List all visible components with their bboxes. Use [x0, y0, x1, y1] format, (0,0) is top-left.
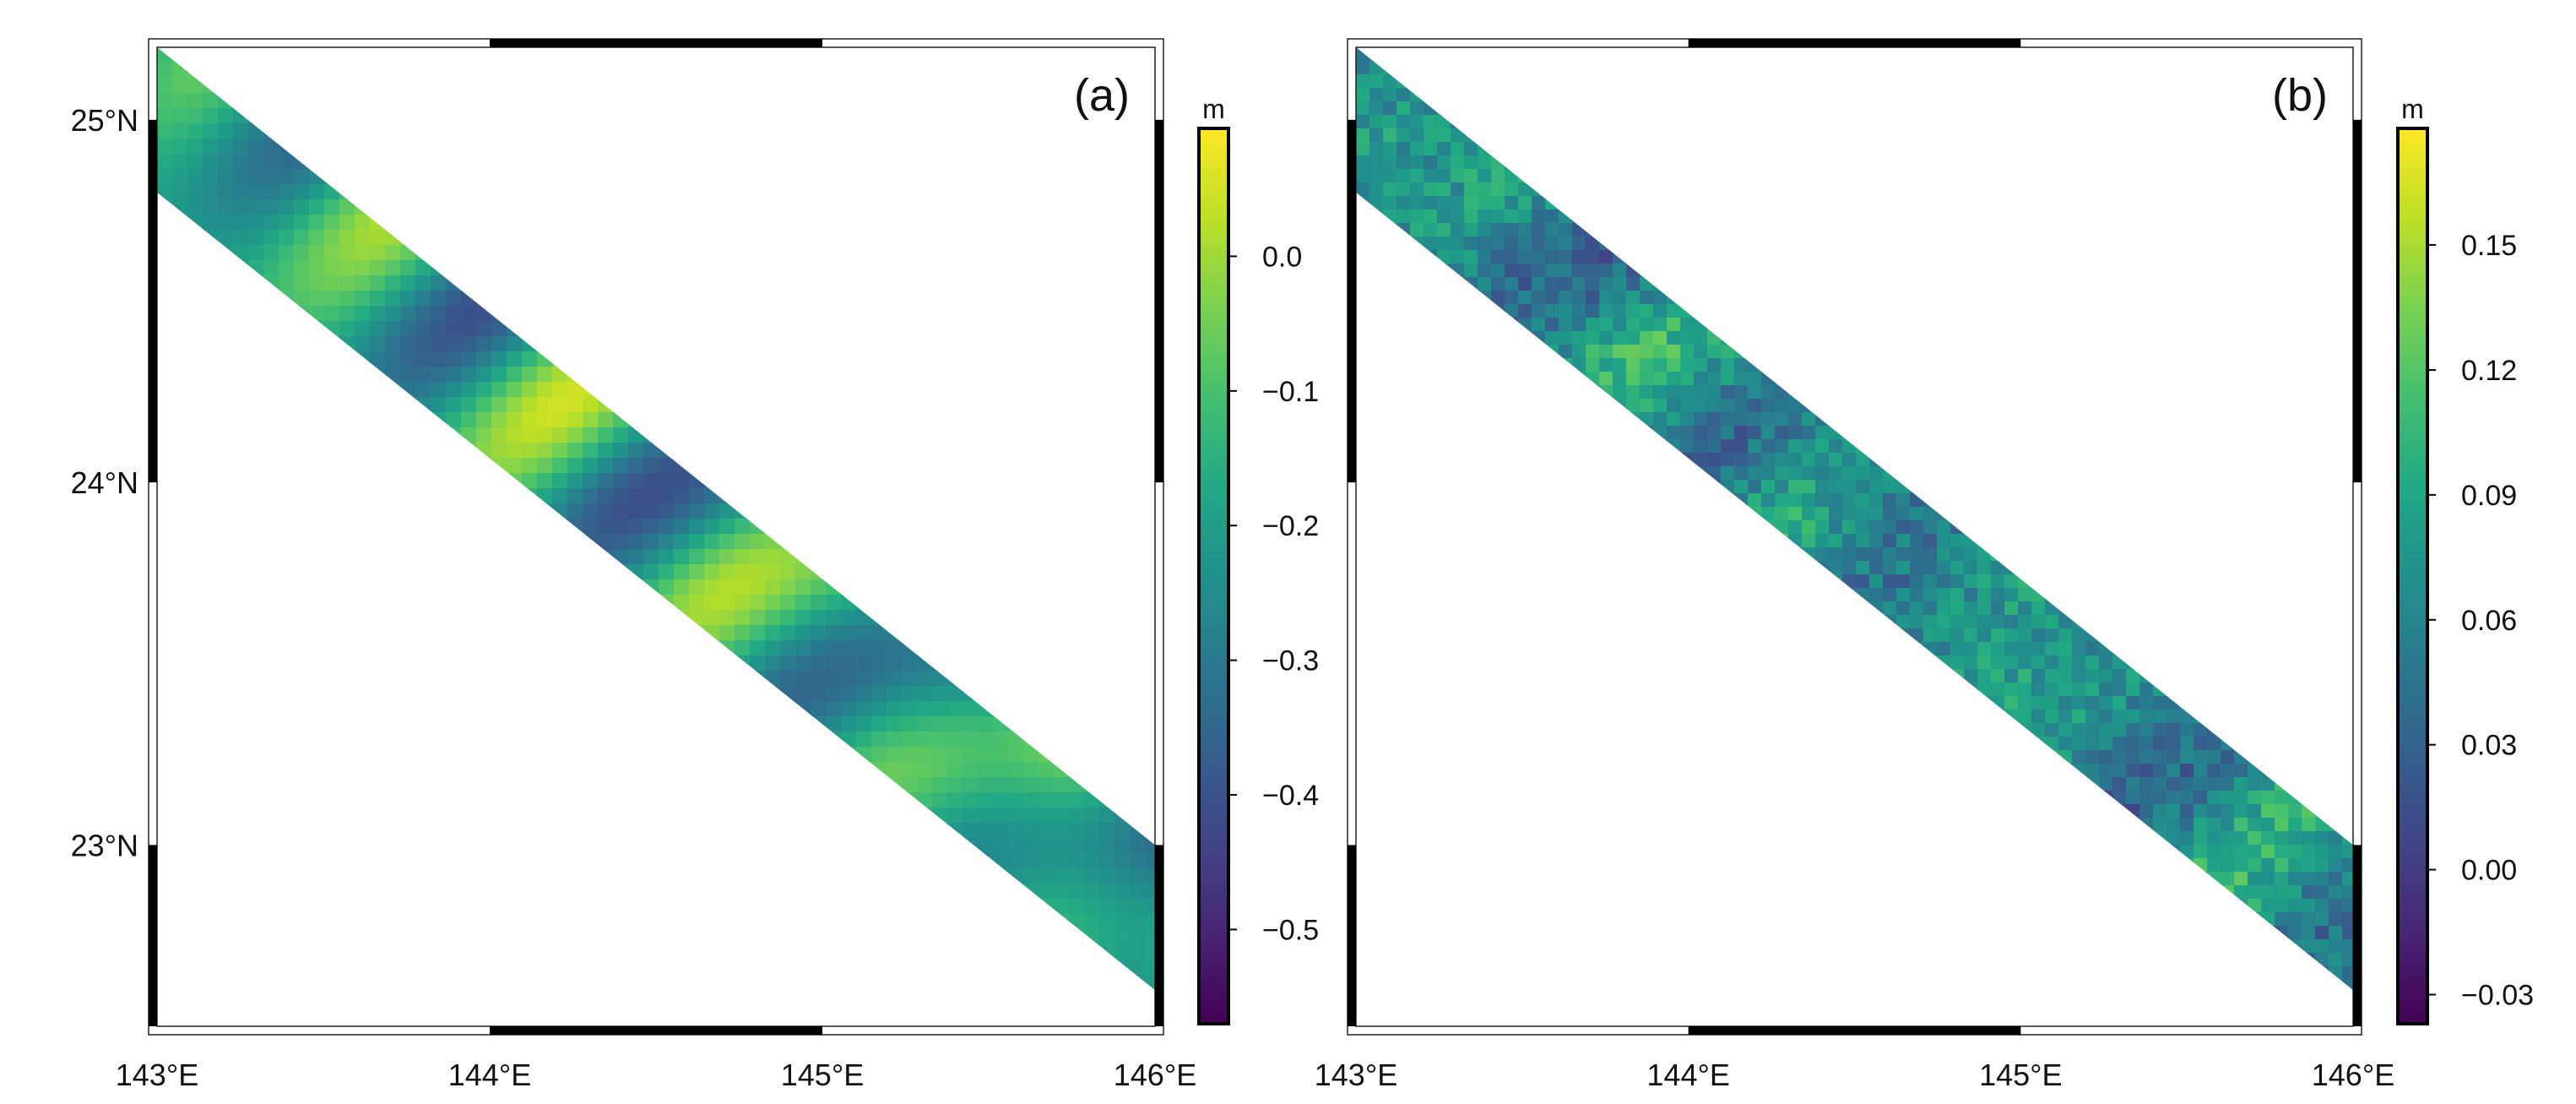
colorbar: m 0.0 −0.1 −0.2 −0.3 −0.4 −0.5 [1197, 94, 1319, 1025]
x-tick-label: 144°E [1646, 1058, 1729, 1092]
colorbar-tick-label: −0.03 [2461, 979, 2534, 1011]
y-tick-label: 24°N [71, 465, 138, 500]
swath-field [1356, 47, 2353, 991]
x-tick-label: 144°E [448, 1058, 531, 1092]
panel-label: (a) [1074, 70, 1130, 121]
colorbar-tick-label: 0.00 [2461, 855, 2517, 887]
x-tick-label: 145°E [1979, 1058, 2062, 1092]
colorbar-tick-label: 0.0 [1262, 241, 1302, 273]
colorbar-tick-label: −0.4 [1262, 780, 1319, 812]
swath-field [157, 47, 1155, 991]
panel-label: (b) [2272, 70, 2328, 121]
panel-a: (a) 143°E 144°E 145°E 146°E 25°N 24°N 23°N m 0.0 −… [71, 38, 1319, 1092]
x-tick-label: 145°E [781, 1058, 864, 1092]
colorbar-tick-label: 0.09 [2461, 480, 2517, 512]
colorbar-tick-label: 0.15 [2461, 230, 2517, 262]
colorbar-tick-label: 0.03 [2461, 730, 2517, 762]
x-tick-label: 146°E [2312, 1058, 2394, 1092]
colorbar-unit: m [1202, 94, 1225, 124]
x-tick-label: 143°E [1315, 1058, 1397, 1092]
colorbar-tick-label: −0.1 [1262, 376, 1319, 408]
colorbar: m 0.15 0.12 0.09 0.06 0.03 0.00 −0.03 [2396, 94, 2534, 1025]
colorbar-tick-label: −0.2 [1262, 510, 1319, 542]
panel-b: (b) 143°E 144°E 145°E 146°E m 0.15 0.12 0.09 0.06… [1315, 38, 2534, 1092]
map-frame [1347, 38, 2362, 1036]
colorbar-tick-label: −0.3 [1262, 645, 1319, 677]
map-frame [148, 38, 1164, 1036]
x-tick-label: 143°E [116, 1058, 198, 1092]
colorbar-tick-label: 0.06 [2461, 605, 2517, 637]
colorbar-tick-label: −0.5 [1262, 914, 1319, 946]
colorbar-unit: m [2401, 94, 2424, 124]
x-tick-label: 146°E [1114, 1058, 1196, 1092]
colorbar-tick-label: 0.12 [2461, 355, 2517, 387]
y-tick-label: 25°N [71, 103, 138, 138]
y-tick-label: 23°N [71, 828, 138, 862]
